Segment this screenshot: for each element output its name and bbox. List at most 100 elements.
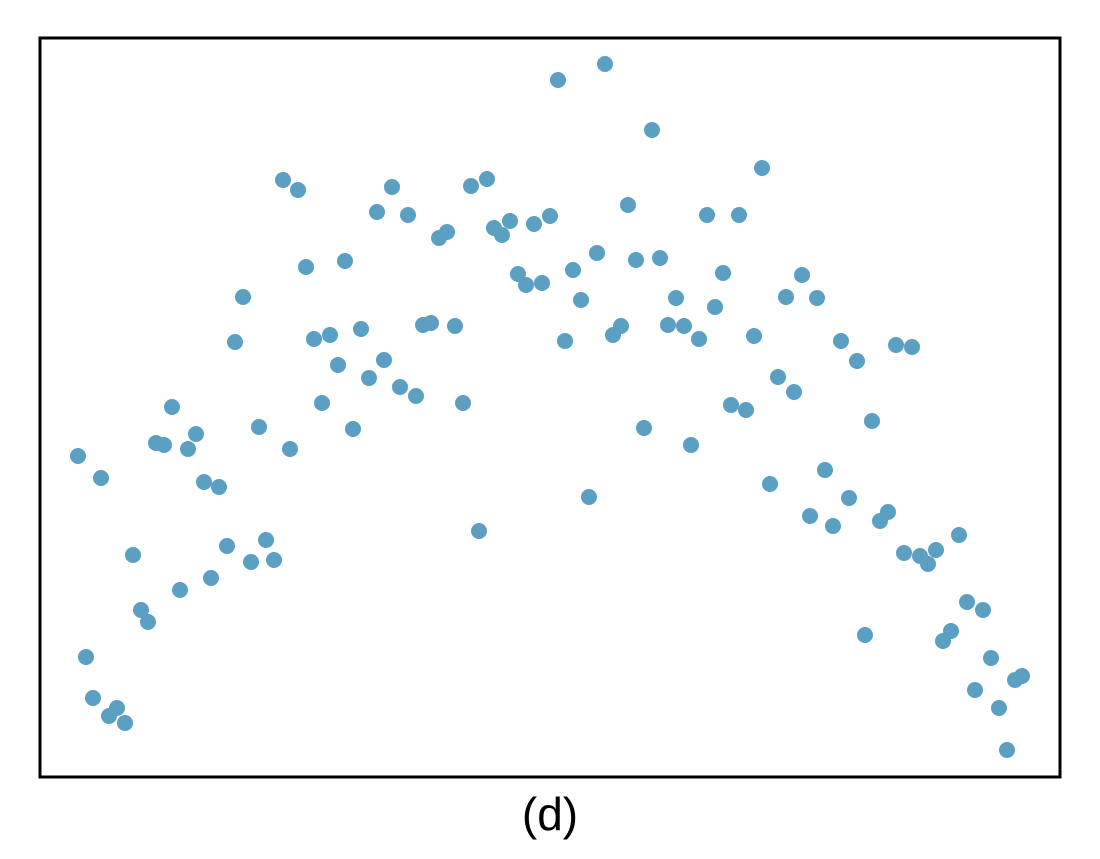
point [164, 399, 180, 415]
point [613, 318, 629, 334]
point [754, 160, 770, 176]
point [636, 420, 652, 436]
point [920, 556, 936, 572]
point [817, 462, 833, 478]
point [510, 266, 526, 282]
point [471, 523, 487, 539]
point [864, 413, 880, 429]
point [322, 327, 338, 343]
point [683, 437, 699, 453]
point [235, 289, 251, 305]
point [715, 265, 731, 281]
point [455, 395, 471, 411]
point [731, 207, 747, 223]
point [999, 742, 1015, 758]
point [565, 262, 581, 278]
point [951, 527, 967, 543]
point [738, 402, 754, 418]
point [188, 426, 204, 442]
point [345, 421, 361, 437]
point [156, 437, 172, 453]
point [880, 504, 896, 520]
point [361, 370, 377, 386]
point [463, 178, 479, 194]
point [78, 649, 94, 665]
point [928, 542, 944, 558]
point [943, 623, 959, 639]
point [298, 259, 314, 275]
point [125, 547, 141, 563]
point [275, 172, 291, 188]
point [85, 690, 101, 706]
point [290, 182, 306, 198]
point [691, 331, 707, 347]
point [337, 253, 353, 269]
point [93, 470, 109, 486]
point [668, 290, 684, 306]
point [306, 331, 322, 347]
point [408, 388, 424, 404]
point [723, 397, 739, 413]
point [282, 441, 298, 457]
point [778, 289, 794, 305]
point [983, 650, 999, 666]
point [991, 700, 1007, 716]
point [1014, 668, 1030, 684]
point [502, 213, 518, 229]
point [211, 479, 227, 495]
point [251, 419, 267, 435]
point [258, 532, 274, 548]
point [652, 250, 668, 266]
point [833, 333, 849, 349]
point [542, 208, 558, 224]
point [534, 275, 550, 291]
point [573, 292, 589, 308]
point [975, 602, 991, 618]
point [227, 334, 243, 350]
point [794, 267, 810, 283]
point [447, 318, 463, 334]
point [494, 227, 510, 243]
point [376, 352, 392, 368]
point [746, 328, 762, 344]
point [620, 197, 636, 213]
point [266, 552, 282, 568]
point [676, 318, 692, 334]
point [400, 207, 416, 223]
point [423, 315, 439, 331]
point [196, 474, 212, 490]
point [557, 333, 573, 349]
point [219, 538, 235, 554]
point [660, 317, 676, 333]
point [70, 448, 86, 464]
point [896, 545, 912, 561]
point [786, 384, 802, 400]
point [117, 715, 133, 731]
point [967, 682, 983, 698]
point [479, 171, 495, 187]
point [581, 489, 597, 505]
point [180, 441, 196, 457]
point [707, 299, 723, 315]
point [439, 224, 455, 240]
point [140, 614, 156, 630]
point [888, 337, 904, 353]
point [353, 321, 369, 337]
point [314, 395, 330, 411]
point [384, 179, 400, 195]
point [762, 476, 778, 492]
point [628, 252, 644, 268]
point [133, 602, 149, 618]
point [849, 353, 865, 369]
point [904, 339, 920, 355]
point [841, 490, 857, 506]
point [330, 357, 346, 373]
point [770, 369, 786, 385]
chart-title: (d) [522, 788, 578, 840]
point [589, 245, 605, 261]
point [550, 72, 566, 88]
point [857, 627, 873, 643]
point [644, 122, 660, 138]
